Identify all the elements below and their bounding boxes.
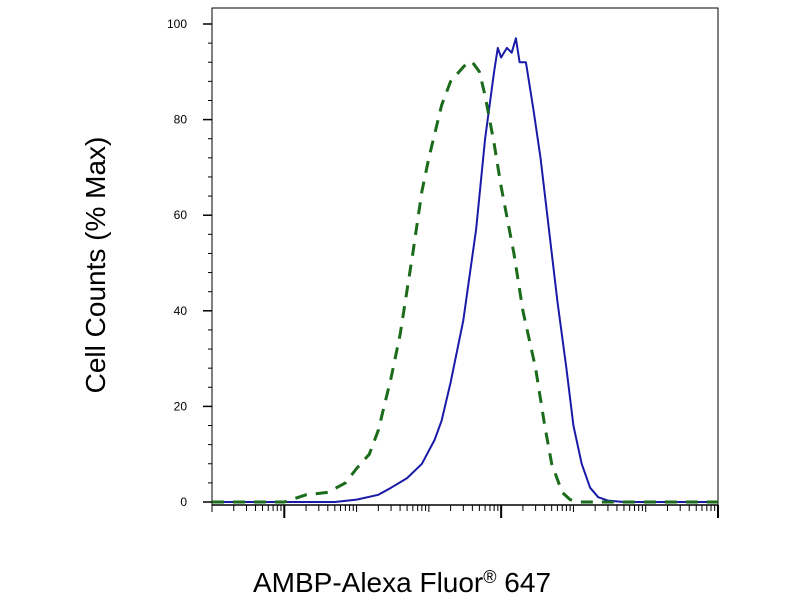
y-tick-label: 100 [167, 17, 187, 31]
x-axis [211, 504, 719, 518]
series-layer [212, 37, 718, 504]
y-tick-label: 80 [174, 113, 188, 127]
y-tick-label: 0 [180, 495, 187, 509]
y-axis: 0 20 40 60 80 100 [167, 17, 212, 509]
y-tick-label: 20 [174, 399, 188, 413]
plot-frame [211, 7, 719, 506]
y-tick-label: 40 [174, 304, 188, 318]
x-axis-title: AMBP-Alexa Fluor® 647 [253, 567, 551, 598]
y-minor-ticks [208, 42, 212, 484]
series-line-1 [212, 60, 718, 504]
y-tick-label: 60 [174, 208, 188, 222]
x-axis-title-registered: ® [483, 567, 496, 587]
x-axis-title-suffix: 647 [497, 567, 552, 598]
series-line-0 [212, 37, 718, 503]
y-axis-title: Cell Counts (% Max) [80, 137, 111, 394]
x-axis-title-main: AMBP-Alexa Fluor [253, 567, 483, 598]
